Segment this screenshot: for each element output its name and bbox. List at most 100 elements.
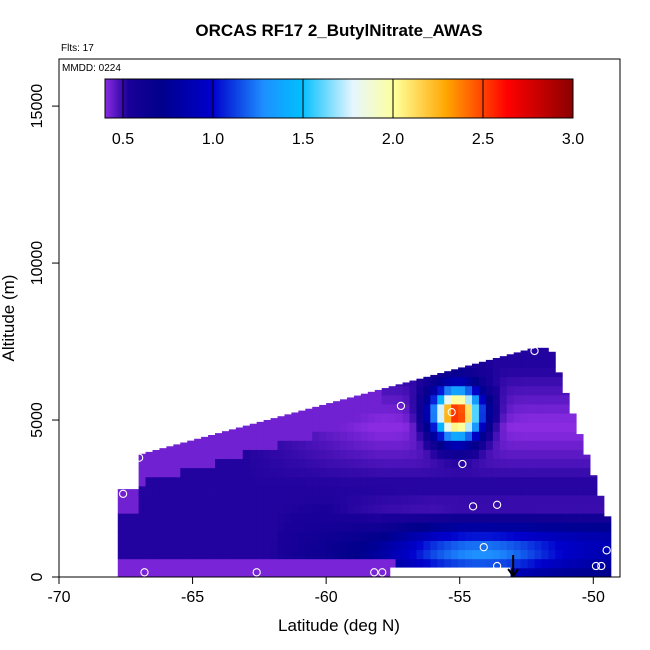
heatmap-cell <box>472 431 480 441</box>
heatmap-cell <box>388 495 396 505</box>
heatmap-cell <box>465 404 473 414</box>
heatmap-cell <box>527 485 535 496</box>
heatmap-cell <box>138 531 146 541</box>
heatmap-cell <box>263 431 271 441</box>
heatmap-cell <box>270 422 278 432</box>
heatmap-cell <box>152 504 160 514</box>
heatmap-cell <box>576 495 584 505</box>
heatmap-cell <box>520 531 528 541</box>
heatmap-cell <box>534 467 542 478</box>
heatmap-cell <box>381 522 390 532</box>
heatmap-cell <box>472 422 480 432</box>
heatmap-cell <box>305 413 313 423</box>
heatmap-cell <box>430 385 438 396</box>
heatmap-cell <box>138 485 146 496</box>
heatmap-cell <box>423 431 431 441</box>
heatmap-cell <box>506 431 515 441</box>
heatmap-cell <box>374 485 383 496</box>
heatmap-cell <box>194 522 202 532</box>
heatmap-cell <box>506 522 515 532</box>
heatmap-cell <box>478 540 487 551</box>
heatmap-cell <box>527 449 535 460</box>
heatmap-cell <box>180 495 188 505</box>
heatmap-cell <box>562 549 570 560</box>
heatmap-cell <box>242 467 251 478</box>
chart-title: ORCAS RF17 2_ButylNitrate_AWAS <box>195 21 482 40</box>
heatmap-cell <box>388 504 396 514</box>
heatmap-cell <box>228 504 237 514</box>
heatmap-cell <box>312 449 320 460</box>
heatmap-cell <box>242 425 251 432</box>
heatmap-cell <box>402 385 410 396</box>
heatmap-cell <box>298 467 306 478</box>
heatmap-cell <box>506 558 515 569</box>
heatmap-cell <box>520 385 528 396</box>
heatmap-cell <box>159 513 167 523</box>
heatmap-cell <box>326 522 334 532</box>
heatmap-cell <box>180 467 188 478</box>
heatmap-cell <box>221 458 230 469</box>
heatmap-cell <box>485 431 494 441</box>
heatmap-cell <box>131 549 140 560</box>
heatmap-cell <box>465 531 473 541</box>
heatmap-cell <box>597 558 605 569</box>
heatmap-cell <box>409 422 417 432</box>
heatmap-cell <box>458 413 466 423</box>
heatmap-cell <box>472 513 480 523</box>
heatmap-cell <box>569 558 577 569</box>
heatmap-cell <box>437 558 445 569</box>
heatmap-cell <box>166 558 174 569</box>
heatmap-cell <box>374 431 383 441</box>
heatmap-cell <box>499 440 508 450</box>
heatmap-cell <box>520 422 528 432</box>
heatmap-cell <box>492 513 501 523</box>
heatmap-cell <box>423 394 431 405</box>
heatmap-cell <box>333 413 341 423</box>
sample-point <box>458 459 467 469</box>
heatmap-cell <box>534 522 542 532</box>
heatmap-cell <box>235 549 244 560</box>
heatmap-cell <box>249 558 258 569</box>
heatmap-cell <box>444 467 452 478</box>
heatmap-cell <box>472 376 480 387</box>
heatmap-cell <box>451 440 459 450</box>
heatmap-cell <box>520 495 528 505</box>
heatmap-cell <box>395 558 403 569</box>
heatmap-cell <box>228 495 237 505</box>
heatmap-cell <box>124 522 133 532</box>
heatmap-cell <box>249 431 258 441</box>
heatmap-cell <box>541 485 549 496</box>
heatmap-cell <box>117 489 126 496</box>
heatmap-cell <box>173 522 181 532</box>
heatmap-cell <box>388 422 396 432</box>
heatmap-cell <box>555 467 563 478</box>
heatmap-cell <box>326 403 334 405</box>
heatmap-cell <box>395 531 403 541</box>
heatmap-cell <box>520 394 528 405</box>
heatmap-cell <box>277 495 285 505</box>
heatmap-cell <box>478 376 487 387</box>
heatmap-cell <box>291 440 299 450</box>
heatmap-cell <box>381 504 390 514</box>
heatmap-cell <box>576 458 584 469</box>
heatmap-cell <box>451 513 459 523</box>
heatmap-cell <box>388 476 396 487</box>
heatmap-cell <box>388 549 396 560</box>
heatmap-cell <box>215 513 223 523</box>
heatmap-cell <box>353 395 362 405</box>
heatmap-cell <box>360 504 369 514</box>
heatmap-cell <box>430 422 438 432</box>
heatmap-cell <box>305 504 313 514</box>
heatmap-cell <box>312 440 320 450</box>
heatmap-cell <box>562 495 570 505</box>
heatmap-cell <box>367 549 376 560</box>
heatmap-cell <box>353 458 362 469</box>
heatmap-cell <box>228 540 237 551</box>
heatmap-cell <box>159 485 167 496</box>
heatmap-cell <box>249 449 258 460</box>
heatmap-cell <box>402 440 410 450</box>
heatmap-cell <box>527 513 535 523</box>
heatmap-cell <box>590 513 598 523</box>
heatmap-cell <box>534 385 542 396</box>
heatmap-cell <box>208 476 216 487</box>
